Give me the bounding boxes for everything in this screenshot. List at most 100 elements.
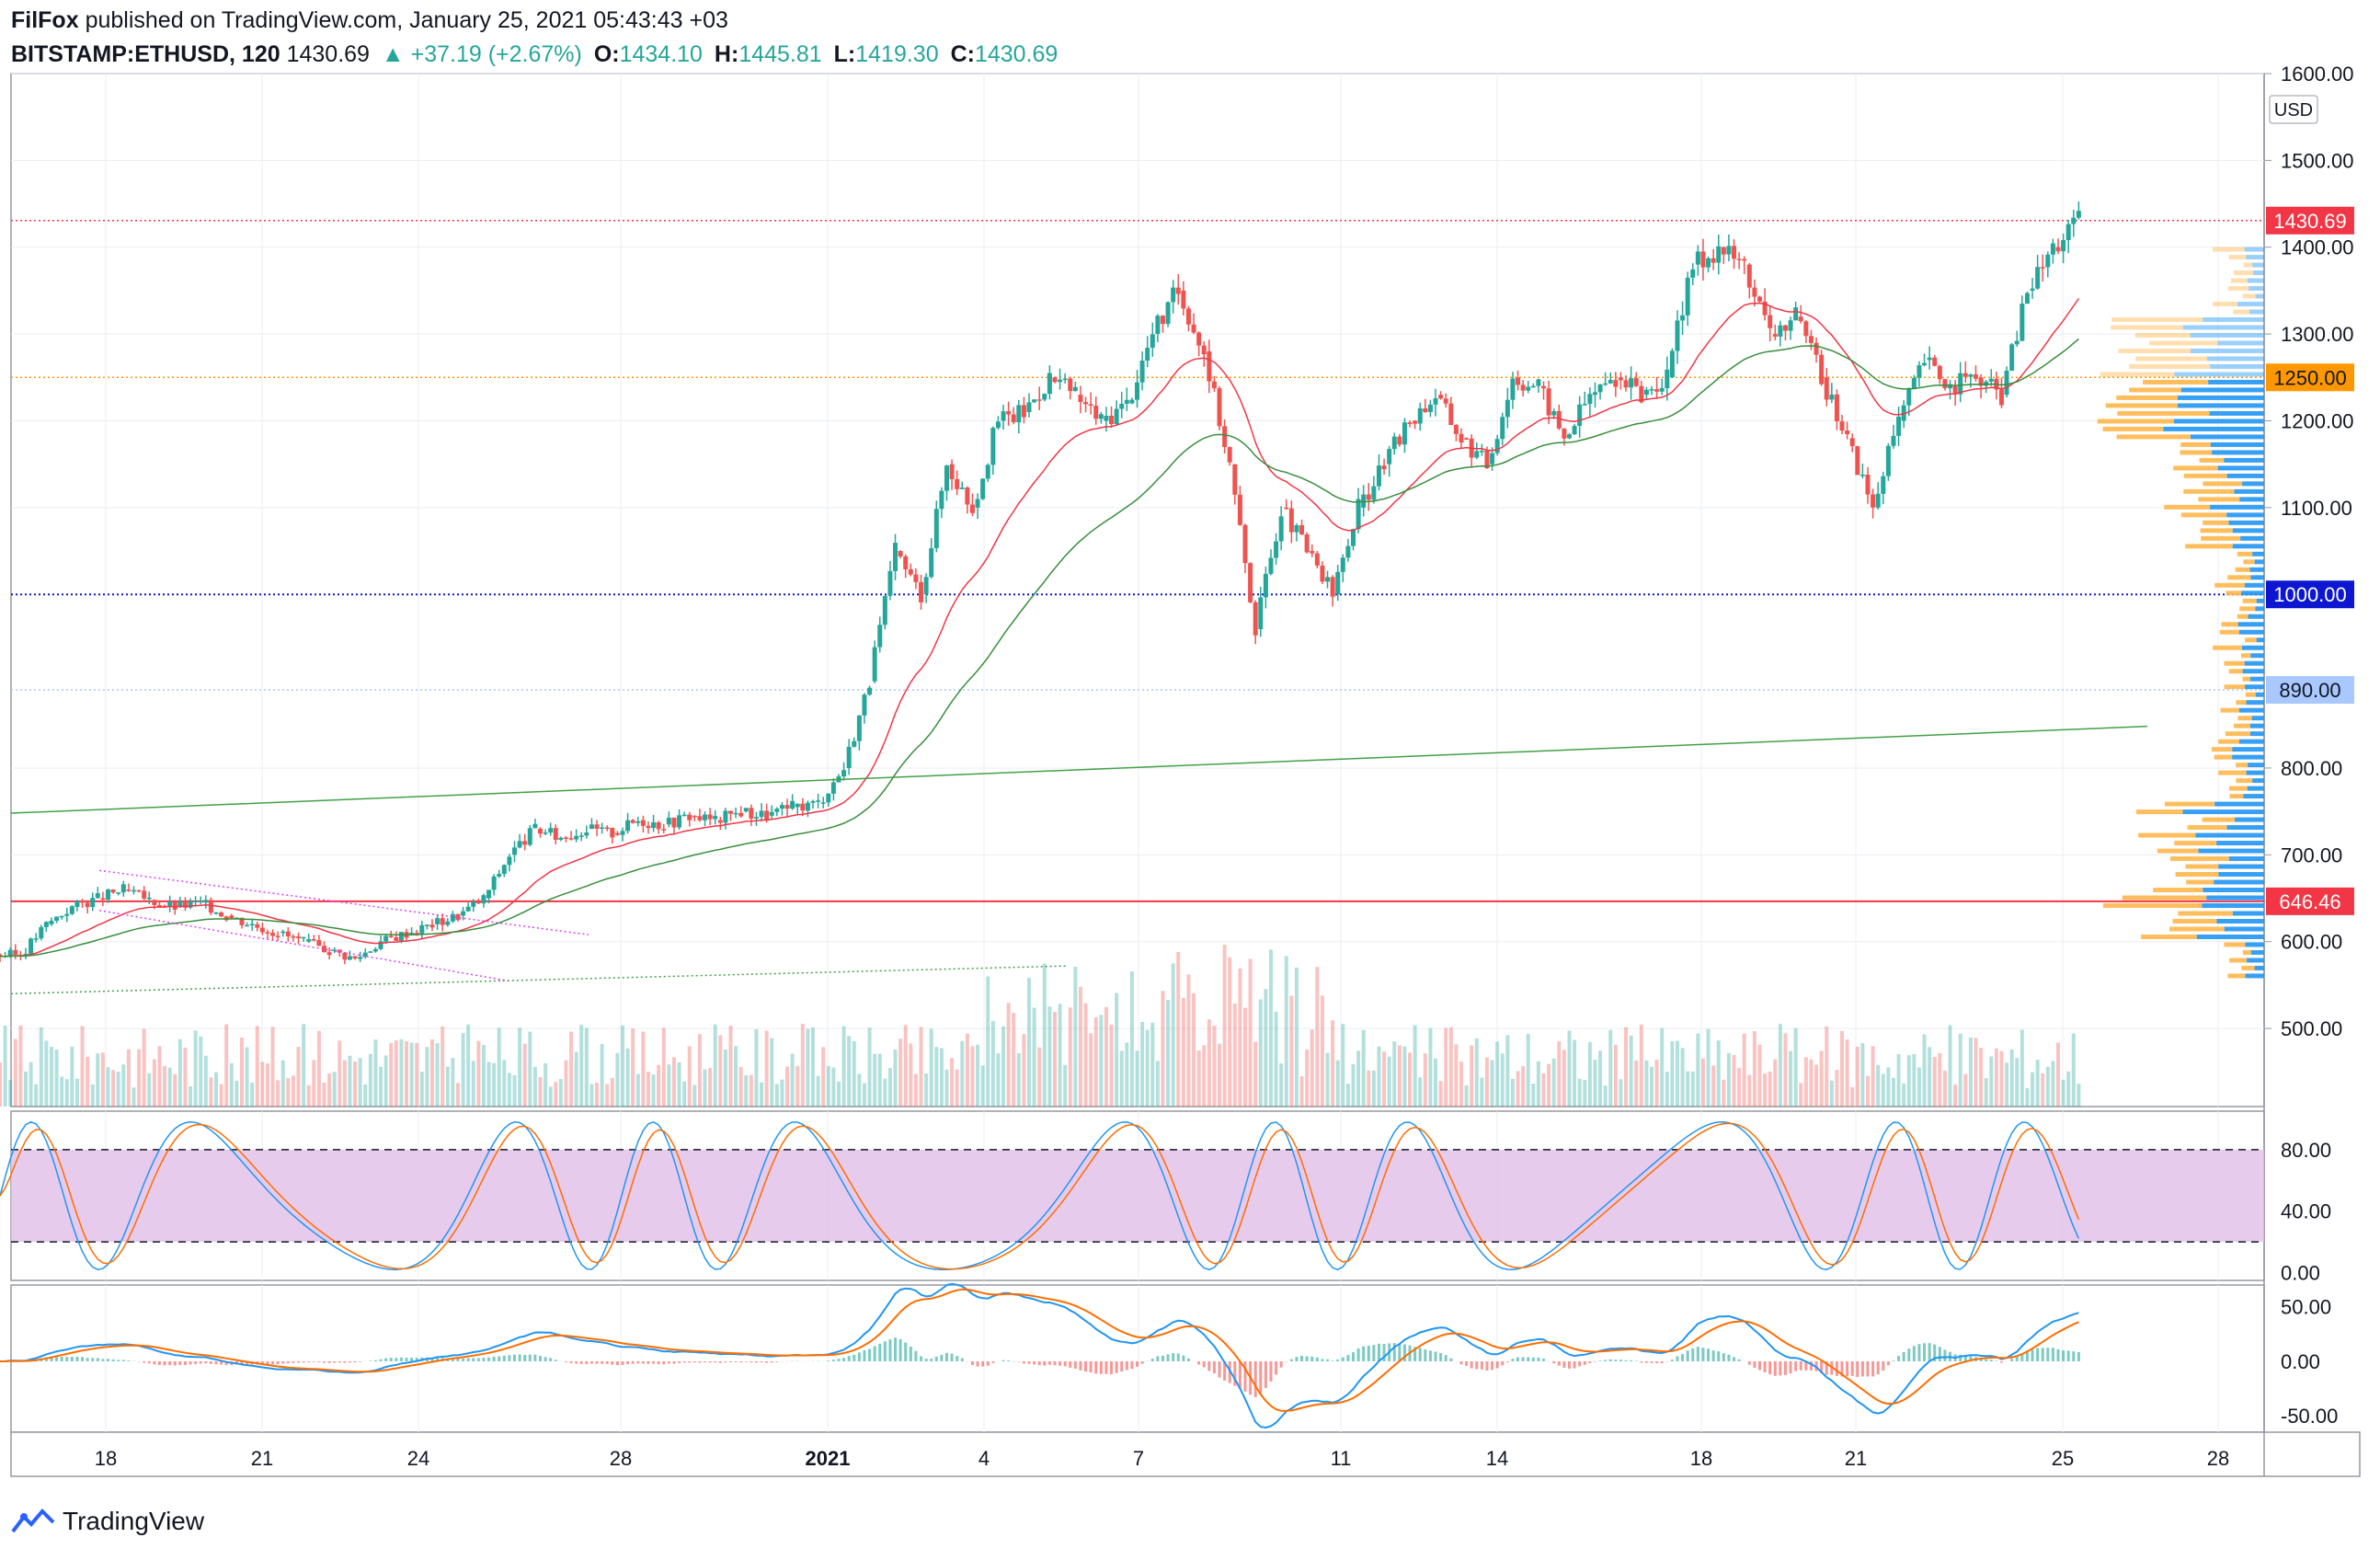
volume-bar bbox=[544, 1062, 548, 1107]
candle-body bbox=[1006, 411, 1012, 415]
candle-body bbox=[388, 935, 394, 937]
candle-body bbox=[311, 939, 316, 941]
volume-bar bbox=[106, 1067, 110, 1107]
candle-body bbox=[856, 715, 862, 741]
volume-bar bbox=[1608, 1029, 1613, 1107]
volume-profile-bar bbox=[2252, 778, 2264, 784]
macd-histogram-bar bbox=[1264, 1360, 1267, 1388]
price-label-text: 1430.69 bbox=[2273, 210, 2347, 233]
volume-bar bbox=[816, 1075, 820, 1107]
volume-profile-bar bbox=[2117, 410, 2210, 416]
macd-histogram-bar bbox=[199, 1360, 202, 1364]
macd-histogram-bar bbox=[1727, 1354, 1731, 1361]
macd-histogram-bar bbox=[168, 1360, 172, 1366]
macd-histogram-bar bbox=[1470, 1360, 1473, 1369]
macd-histogram-bar bbox=[65, 1357, 69, 1361]
volume-bar bbox=[764, 1030, 769, 1107]
macd-histogram-bar bbox=[585, 1360, 589, 1364]
candle-body bbox=[1978, 377, 1984, 386]
candle-body bbox=[85, 902, 90, 908]
volume-bar bbox=[548, 1086, 553, 1107]
volume-bar bbox=[641, 1031, 646, 1107]
volume-profile-bar bbox=[2111, 317, 2203, 323]
candle-body bbox=[1340, 557, 1345, 572]
volume-bar bbox=[1593, 1060, 1597, 1107]
x-tick-label: 25 bbox=[2052, 1447, 2074, 1470]
x-tick-label: 24 bbox=[407, 1447, 429, 1470]
candle-body bbox=[120, 884, 126, 893]
symbol[interactable]: BITSTAMP:ETHUSD, 120 bbox=[11, 41, 280, 67]
candle-body bbox=[1875, 493, 1881, 508]
price-tick-label: 1300.00 bbox=[2281, 323, 2354, 346]
volume-profile-bar bbox=[2203, 888, 2264, 893]
macd-histogram-bar bbox=[667, 1360, 670, 1364]
volume-bar bbox=[862, 1083, 866, 1107]
volume-profile-bar bbox=[2232, 754, 2264, 760]
tradingview-logo-icon[interactable] bbox=[11, 1508, 55, 1535]
volume-bar bbox=[1083, 1003, 1088, 1107]
macd-histogram-bar bbox=[1253, 1360, 1257, 1397]
macd-histogram-bar bbox=[636, 1360, 640, 1364]
volume-bar bbox=[291, 1075, 295, 1107]
x-tick-label: 14 bbox=[1486, 1447, 1508, 1470]
candle-body bbox=[1541, 385, 1547, 389]
volume-bar bbox=[379, 1066, 383, 1107]
volume-profile-bar bbox=[2238, 629, 2264, 635]
candle-body bbox=[1248, 563, 1253, 602]
candle-body bbox=[620, 831, 625, 835]
macd-histogram-bar bbox=[1465, 1360, 1469, 1366]
volume-profile-bar bbox=[2236, 778, 2253, 784]
candle-body bbox=[1922, 362, 1928, 366]
price-tick-label: 800.00 bbox=[2281, 757, 2342, 780]
macd-histogram-bar bbox=[754, 1360, 758, 1363]
candle-body bbox=[769, 811, 774, 816]
candle-body bbox=[527, 828, 532, 845]
volume-bar bbox=[682, 1081, 687, 1107]
volume-profile-bar bbox=[2118, 348, 2191, 353]
volume-bar bbox=[1115, 993, 1119, 1107]
macd-histogram-bar bbox=[1876, 1360, 1880, 1375]
volume-bar bbox=[2051, 1061, 2055, 1107]
volume-bar bbox=[883, 1078, 887, 1107]
volume-bar bbox=[723, 1049, 727, 1107]
volume-profile-bar bbox=[2246, 770, 2264, 775]
candle-body bbox=[543, 832, 548, 834]
macd-histogram-bar bbox=[127, 1360, 131, 1361]
volume-bar bbox=[574, 1051, 578, 1107]
candle-body bbox=[872, 647, 877, 682]
candle-body bbox=[1032, 399, 1037, 403]
footer-brand[interactable]: TradingView bbox=[63, 1507, 205, 1535]
volume-bar bbox=[1871, 1046, 1875, 1107]
candle-body bbox=[378, 941, 383, 949]
volume-bar bbox=[415, 1042, 419, 1107]
macd-histogram-bar bbox=[930, 1359, 933, 1361]
candle-body bbox=[2065, 224, 2071, 240]
macd-histogram-bar bbox=[1794, 1360, 1798, 1371]
volume-bar bbox=[852, 1040, 856, 1107]
volume-bar bbox=[1654, 1060, 1659, 1107]
candle-body bbox=[2014, 340, 2020, 345]
volume-profile-bar bbox=[2206, 356, 2264, 361]
macd-histogram-bar bbox=[1995, 1360, 1998, 1361]
candle-body bbox=[7, 949, 13, 957]
candle-body bbox=[1237, 494, 1242, 525]
macd-histogram-bar bbox=[1707, 1348, 1711, 1361]
candle-body bbox=[1320, 565, 1325, 582]
volume-bar bbox=[435, 1043, 440, 1107]
candle-body bbox=[13, 949, 18, 956]
volume-profile-bar bbox=[2242, 598, 2257, 603]
volume-profile-bar bbox=[2226, 512, 2264, 518]
macd-histogram-bar bbox=[1444, 1355, 1447, 1361]
candle-body bbox=[1649, 389, 1654, 391]
volume-bar bbox=[821, 1047, 826, 1107]
candle-body bbox=[671, 817, 677, 828]
macd-histogram-bar bbox=[652, 1360, 656, 1364]
macd-histogram-bar bbox=[1202, 1360, 1206, 1368]
candle-body bbox=[80, 901, 86, 903]
x-tick-label: 2021 bbox=[806, 1447, 851, 1470]
author[interactable]: FilFox bbox=[11, 7, 79, 33]
macd-histogram-bar bbox=[1624, 1360, 1628, 1361]
volume-profile-bar bbox=[2248, 309, 2264, 315]
candle-body bbox=[949, 464, 955, 479]
